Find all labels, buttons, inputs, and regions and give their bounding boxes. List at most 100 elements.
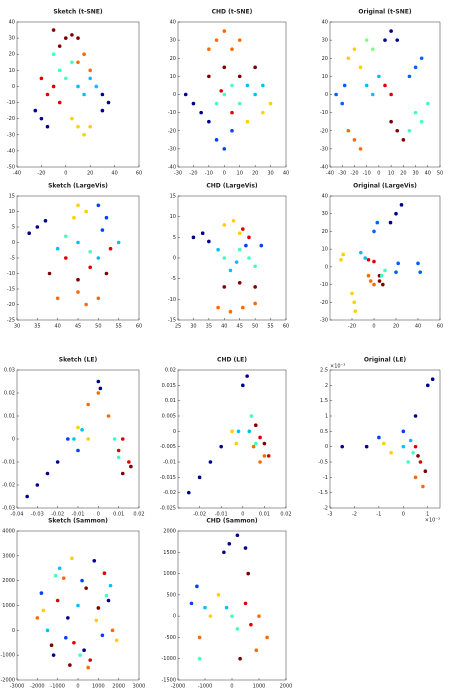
y-tick-label: 0.5 — [320, 429, 328, 435]
point — [375, 220, 380, 225]
point — [222, 256, 227, 260]
x-tick-label: 0 — [377, 171, 380, 177]
point — [92, 559, 97, 563]
x-tick-label: -1 — [376, 512, 381, 518]
y-tick-label: 0 — [325, 92, 328, 98]
axes-frame — [329, 369, 441, 509]
point — [219, 89, 223, 93]
point — [235, 627, 240, 631]
point — [406, 460, 411, 464]
x-tick-label: 60 — [136, 324, 142, 330]
point — [423, 469, 428, 474]
point — [94, 84, 99, 89]
y-tick-label: 10 — [9, 68, 15, 74]
point — [64, 36, 68, 40]
point — [88, 124, 92, 129]
y-tick-label: -50 — [7, 165, 15, 171]
x-tick-label: 0 — [76, 684, 79, 690]
point — [234, 260, 239, 264]
y-tick-label: 1.5 — [320, 398, 328, 404]
x-tick-label: 0 — [64, 171, 67, 177]
x-tick-label: -40 — [326, 171, 334, 177]
point — [88, 68, 92, 73]
point — [106, 100, 111, 105]
x-tick-label: -20 — [189, 171, 197, 177]
point — [394, 211, 398, 216]
point — [413, 414, 418, 418]
y-tick-label: -10 — [7, 100, 15, 106]
point — [76, 60, 80, 65]
point — [372, 259, 376, 264]
point — [268, 101, 273, 106]
point — [76, 425, 80, 430]
y-tick-label: -20 — [7, 116, 15, 122]
x-tick-label: -30 — [174, 171, 182, 177]
axes-frame — [177, 369, 287, 509]
x-tick-label: -20 — [37, 171, 45, 177]
x-tick-label: -30 — [338, 171, 346, 177]
point — [76, 240, 80, 245]
point — [108, 583, 113, 588]
point — [70, 60, 74, 65]
point — [230, 47, 234, 51]
point — [104, 593, 109, 598]
x-tick-label: -10 — [205, 171, 213, 177]
point — [265, 635, 269, 640]
y-tick-label: -10 — [168, 297, 176, 303]
point — [352, 300, 357, 305]
y-tick-label: 30 — [9, 36, 15, 42]
x-tick-label: 60 — [136, 171, 142, 177]
y-tick-label: 0 — [173, 92, 176, 98]
y-tick-label: -10 — [7, 271, 15, 277]
point — [102, 571, 107, 576]
point — [262, 441, 267, 446]
y-tick-label: 10 — [322, 247, 328, 253]
point — [129, 464, 133, 469]
y-tick-label: -2000 — [0, 678, 15, 684]
point — [230, 128, 234, 133]
point — [383, 268, 387, 273]
y-tick-label: 2000 — [163, 529, 176, 535]
axes-frame — [16, 195, 140, 321]
point — [340, 444, 345, 449]
point — [237, 247, 242, 252]
point — [88, 658, 92, 662]
point — [76, 36, 80, 40]
x-tick-label: 0.02 — [133, 512, 144, 518]
axes-frame — [16, 369, 140, 509]
y-tick-label: 2 — [325, 383, 328, 389]
point — [45, 124, 50, 129]
point — [222, 147, 227, 151]
x-tick-label: -0.04 — [11, 512, 24, 518]
point — [253, 301, 257, 306]
point — [359, 250, 363, 255]
point — [228, 268, 233, 273]
x-tick-label: -0.02 — [193, 512, 206, 518]
point — [214, 38, 219, 42]
point — [253, 423, 258, 428]
y-tick-label: 10 — [170, 74, 176, 80]
point — [222, 223, 227, 227]
x-tick-label: 25 — [175, 324, 181, 330]
point — [230, 429, 234, 434]
x-tick-label: 40 — [415, 324, 421, 330]
point — [222, 92, 227, 97]
y-tick-label: -1.5 — [318, 490, 328, 496]
point — [64, 234, 68, 239]
point — [110, 628, 115, 633]
x-tick-label: 40 — [54, 324, 60, 330]
point — [70, 116, 74, 121]
point — [94, 618, 99, 623]
point — [241, 383, 245, 388]
y-tick-label: 40 — [170, 20, 176, 26]
point — [53, 573, 58, 578]
y-tick-label: 15 — [9, 194, 15, 200]
point — [197, 635, 202, 640]
y-tick-label: 20 — [170, 56, 176, 62]
point — [425, 101, 430, 106]
x-tick-label: 55 — [267, 324, 273, 330]
point — [51, 653, 56, 657]
point — [27, 231, 32, 235]
x-tick-label: 0.02 — [280, 512, 291, 518]
point — [72, 215, 76, 220]
